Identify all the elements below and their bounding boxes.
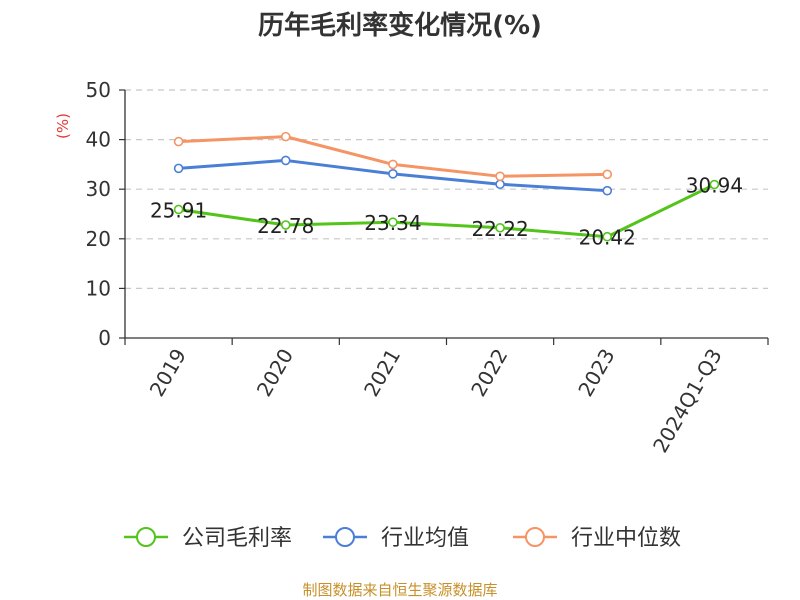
axes: [119, 89, 769, 345]
data-label: 25.91: [150, 198, 207, 222]
legend-marker: [335, 527, 355, 547]
series-3: [173, 131, 613, 182]
legend-label: 行业均值: [381, 526, 469, 551]
x-tick-label: 2021: [359, 345, 405, 401]
y-tick-label: 20: [86, 227, 111, 251]
legend-marker: [525, 527, 545, 547]
data-point: [602, 185, 613, 196]
series-line: [177, 183, 716, 239]
data-label: 22.22: [471, 217, 528, 241]
data-point: [280, 131, 291, 142]
data-point: [280, 220, 291, 230]
data-label: 22.78: [257, 214, 314, 238]
data-point: [495, 179, 505, 190]
legend-item-3[interactable]: 行业中位数: [513, 526, 681, 551]
x-tick-labels: 2019 2020 2021 2022 2023 2024Q1-Q3: [145, 345, 727, 457]
series-1: [173, 179, 720, 242]
data-point: [388, 159, 398, 170]
x-tick-label: 2024Q1-Q3: [648, 345, 727, 457]
data-label: 30.94: [686, 174, 743, 198]
data-point: [602, 169, 613, 180]
legend-marker: [136, 527, 156, 547]
y-tick-label: 0: [98, 326, 111, 350]
data-point: [495, 222, 505, 233]
data-point: [280, 155, 291, 166]
legend-item-2[interactable]: 行业均值: [323, 526, 469, 551]
data-label: 23.34: [364, 211, 421, 235]
series-2: [173, 155, 613, 196]
legend-label: 公司毛利率: [182, 526, 292, 551]
chart-title: 历年毛利率变化情况(%): [258, 10, 542, 41]
data-point: [173, 163, 184, 174]
legend: 公司毛利率 行业均值 行业中位数: [124, 526, 681, 551]
y-tick-label: 40: [86, 128, 111, 152]
data-point: [388, 217, 398, 228]
data-point: [602, 231, 613, 242]
y-tick-labels: 0 10 20 30 40 50: [86, 78, 111, 350]
data-point: [173, 204, 184, 215]
data-point: [173, 136, 184, 147]
x-tick-label: 2019: [145, 345, 191, 401]
y-tick-label: 30: [86, 177, 111, 201]
y-tick-label: 50: [86, 78, 111, 102]
source-note: 制图数据来自恒生聚源数据库: [302, 581, 497, 599]
series-lines: [173, 131, 720, 242]
y-tick-label: 10: [86, 276, 111, 300]
data-point: [388, 169, 398, 179]
data-point: [495, 171, 505, 182]
x-tick-label: 2020: [252, 345, 298, 401]
data-label: 20.42: [579, 226, 636, 250]
x-tick-label: 2022: [466, 345, 512, 401]
legend-label: 行业中位数: [571, 526, 681, 551]
data-point: [709, 179, 720, 190]
legend-item-1[interactable]: 公司毛利率: [124, 526, 292, 551]
y-axis-label: (%): [54, 113, 72, 139]
data-labels: 25.91 22.78 23.34 22.22 20.42 30.94: [150, 174, 743, 250]
x-tick-label: 2023: [573, 345, 619, 401]
gridlines: [125, 89, 768, 289]
